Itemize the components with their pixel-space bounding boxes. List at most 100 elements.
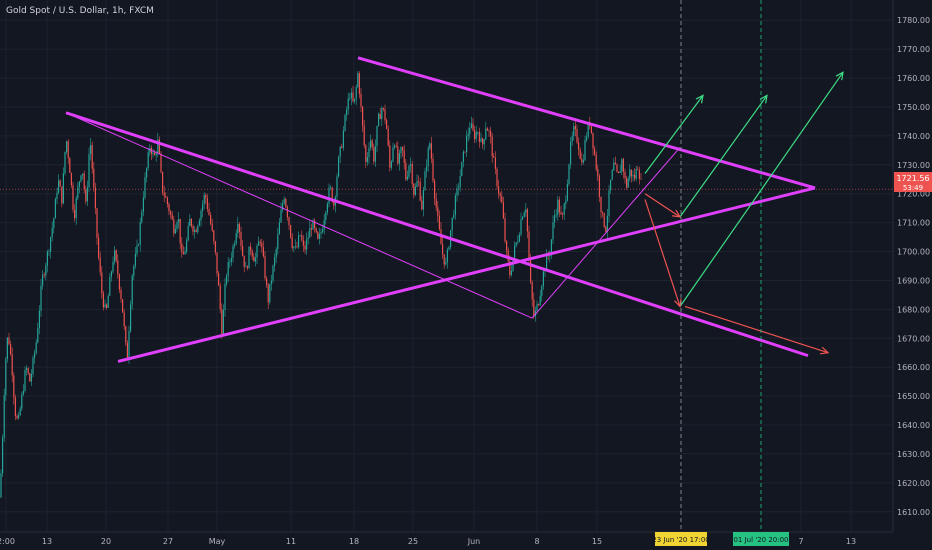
candle-body <box>570 141 572 165</box>
up-arrow-1[interactable] <box>679 95 768 218</box>
candle-body <box>235 233 237 244</box>
candle-body <box>530 260 532 283</box>
candle-body <box>554 214 556 223</box>
up-arrow-2[interactable] <box>679 71 844 307</box>
candle-body <box>229 261 231 263</box>
candle-body <box>411 164 413 184</box>
down-arrow-2[interactable] <box>684 305 829 354</box>
candle-body <box>267 285 269 303</box>
candle-body <box>584 140 586 161</box>
candle-body <box>350 92 352 99</box>
candle-body <box>382 108 384 110</box>
candle-body <box>394 145 396 148</box>
up-arrow-0-head <box>695 94 704 104</box>
price-tick-0: 1610.00 <box>897 508 930 517</box>
up-arrow-0[interactable] <box>644 95 704 174</box>
candle-body <box>602 212 604 214</box>
candle-body <box>218 273 220 286</box>
candle-body <box>210 214 212 224</box>
candle-body <box>386 120 388 129</box>
date-marker-1-label: 23 Jun '20 17:00 <box>652 536 710 544</box>
candle-body <box>294 246 296 247</box>
candle-body <box>296 246 298 248</box>
time-tick-8: Jun <box>467 537 481 546</box>
candle-body <box>573 126 575 137</box>
candle-body <box>397 146 399 164</box>
candle-body <box>2 437 4 474</box>
down-arrow-1[interactable] <box>644 199 681 307</box>
trendline-2[interactable] <box>357 56 816 190</box>
candle-body <box>29 373 31 382</box>
candle-body <box>464 151 466 153</box>
candle-body <box>533 299 535 317</box>
candle-body <box>277 234 279 250</box>
candle-body <box>221 309 223 336</box>
candle-body <box>541 286 543 297</box>
candle-body <box>192 225 194 232</box>
candle-body <box>448 247 450 250</box>
candle-body <box>238 223 240 232</box>
candle-body <box>317 231 319 239</box>
candle-body <box>70 173 72 186</box>
trend-drawings[interactable] <box>65 56 844 363</box>
last-price-tag-bg <box>894 172 932 192</box>
candle-body <box>365 145 367 162</box>
candles <box>0 71 642 499</box>
candle-body <box>362 106 364 126</box>
candle-body <box>240 231 242 246</box>
trendline-1[interactable] <box>117 186 816 363</box>
candle-body <box>518 234 520 242</box>
candle-body <box>603 213 605 227</box>
price-tick-6: 1670.00 <box>897 334 930 343</box>
candle-body <box>310 228 312 230</box>
candle-body <box>75 198 77 219</box>
candle-body <box>368 147 370 158</box>
candle-body <box>486 128 488 131</box>
candle-body <box>325 212 327 220</box>
down-arrow-0[interactable] <box>644 193 681 218</box>
candle-body <box>203 194 205 204</box>
price-tick-13: 1740.00 <box>897 132 930 141</box>
candle-body <box>160 153 162 172</box>
candle-body <box>581 158 583 163</box>
candle-body <box>370 140 372 148</box>
candle-body <box>595 154 597 170</box>
candle-body <box>467 133 469 136</box>
trendline-0[interactable] <box>65 111 809 358</box>
trendline-4[interactable] <box>531 147 681 319</box>
candle-body <box>157 139 159 154</box>
candle-body <box>189 218 191 227</box>
candle-body <box>331 187 333 202</box>
candle-body <box>256 245 258 258</box>
candle-body <box>597 169 599 177</box>
candle-body <box>400 146 402 154</box>
time-axis[interactable]: 2:00 13 20 27 May 11 18 25 Jun 8 15 7 13 <box>0 537 856 546</box>
time-tick-11: 7 <box>798 537 803 546</box>
candle-body <box>430 143 432 159</box>
price-axis[interactable]: 1610.00 1620.00 1630.00 1640.00 1650.00 1660.… <box>897 16 930 517</box>
date-marker-2-bg <box>733 532 789 546</box>
candle-body <box>200 210 202 221</box>
price-tick-12: 1730.00 <box>897 161 930 170</box>
candle-body <box>168 203 170 212</box>
candle-body <box>150 147 152 154</box>
candle-body <box>72 185 74 210</box>
candle-body <box>493 156 495 158</box>
candle-body <box>403 150 405 163</box>
trendline-3[interactable] <box>65 112 533 319</box>
candle-body <box>392 147 394 162</box>
candle-body <box>606 215 608 232</box>
candle-body <box>326 203 328 213</box>
candle-body <box>557 199 559 215</box>
candle-body <box>10 344 12 355</box>
candle-body <box>366 157 368 162</box>
candle-body <box>118 274 120 290</box>
candle-body <box>422 190 424 210</box>
candle-body <box>387 128 389 146</box>
candle-body <box>586 136 588 141</box>
candle-body <box>155 153 157 156</box>
candle-body <box>427 148 429 166</box>
candle-body <box>531 282 533 300</box>
candle-body <box>182 252 184 255</box>
